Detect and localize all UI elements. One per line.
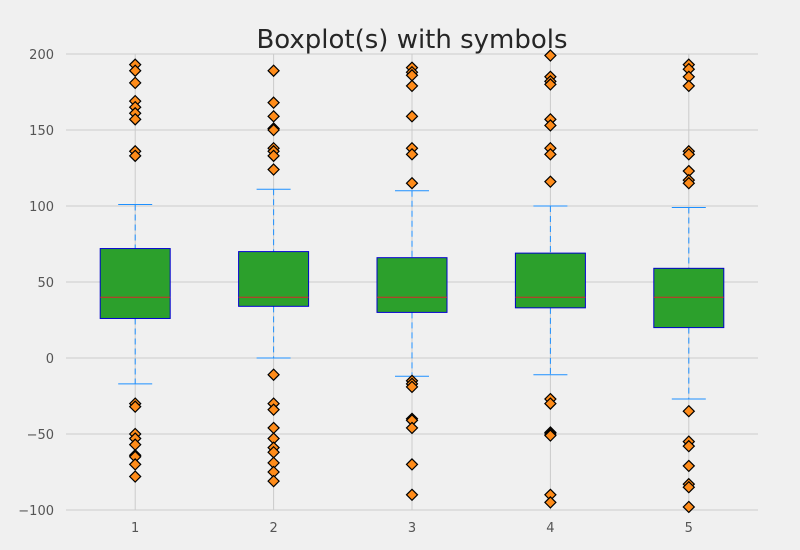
outlier-point: [405, 458, 419, 471]
outlier-point: [267, 123, 280, 137]
outlier-point: [682, 176, 696, 190]
outlier-point: [682, 480, 696, 494]
box-group: [376, 61, 448, 502]
outlier-point: [405, 109, 419, 123]
x-tick-label: 1: [131, 521, 139, 536]
outlier-point: [128, 113, 142, 126]
x-tick-label: 4: [546, 521, 554, 536]
outlier-point: [128, 76, 142, 90]
outlier-point: [267, 64, 280, 78]
y-tick-label: −50: [27, 428, 54, 443]
outlier-point: [128, 400, 142, 413]
box-group: [653, 58, 725, 514]
box-group: [99, 58, 171, 483]
outlier-point: [544, 49, 557, 62]
outlier-point: [128, 64, 142, 78]
outlier-point: [544, 119, 557, 132]
outlier-point: [267, 149, 280, 163]
chart-title: Boxplot(s) with symbols: [256, 25, 567, 55]
outlier-point: [405, 421, 419, 435]
outlier-point: [544, 429, 557, 442]
outlier-point: [544, 147, 557, 161]
outlier-point: [267, 96, 280, 109]
outlier-point: [405, 176, 419, 190]
outlier-point: [544, 78, 557, 91]
y-tick-label: −100: [18, 504, 54, 519]
box-iqr: [514, 252, 586, 309]
x-tick-label: 3: [408, 521, 416, 536]
x-tick-label: 5: [685, 521, 693, 536]
outlier-point: [405, 79, 419, 93]
y-tick-label: 150: [29, 124, 54, 139]
outlier-point: [682, 459, 696, 473]
box-iqr: [238, 251, 310, 307]
outlier-point: [128, 458, 142, 471]
outlier-point: [544, 175, 557, 189]
outlier-point: [128, 470, 142, 483]
outlier-point: [544, 397, 557, 410]
y-tick-label: 0: [46, 352, 54, 367]
outlier-point: [682, 147, 696, 161]
y-tick-label: 100: [29, 200, 54, 215]
outlier-point: [267, 109, 280, 123]
outlier-point: [682, 79, 696, 93]
outlier-point: [405, 488, 419, 502]
outlier-point: [267, 403, 280, 417]
outlier-point: [267, 163, 280, 176]
box-iqr: [653, 267, 725, 329]
outlier-point: [267, 421, 280, 435]
x-axis-ticks: 1 2 3 4 5: [131, 521, 693, 536]
outlier-point: [682, 404, 696, 418]
outlier-point: [682, 439, 696, 453]
boxes-layer: [99, 49, 725, 514]
y-tick-label: 200: [29, 48, 54, 63]
outlier-point: [405, 380, 419, 394]
box-iqr: [376, 257, 448, 313]
x-tick-label: 2: [269, 521, 277, 536]
outlier-point: [405, 147, 419, 161]
outlier-point: [128, 149, 142, 163]
box-group: [514, 49, 586, 509]
box-group: [238, 64, 310, 488]
outlier-point: [267, 368, 280, 382]
outlier-point: [267, 474, 280, 488]
outlier-point: [682, 500, 696, 514]
box-iqr: [99, 248, 171, 319]
y-tick-label: 50: [37, 276, 54, 291]
y-axis-ticks: −100 −50 0 50 100 150 200: [18, 48, 54, 519]
outlier-point: [544, 496, 557, 509]
